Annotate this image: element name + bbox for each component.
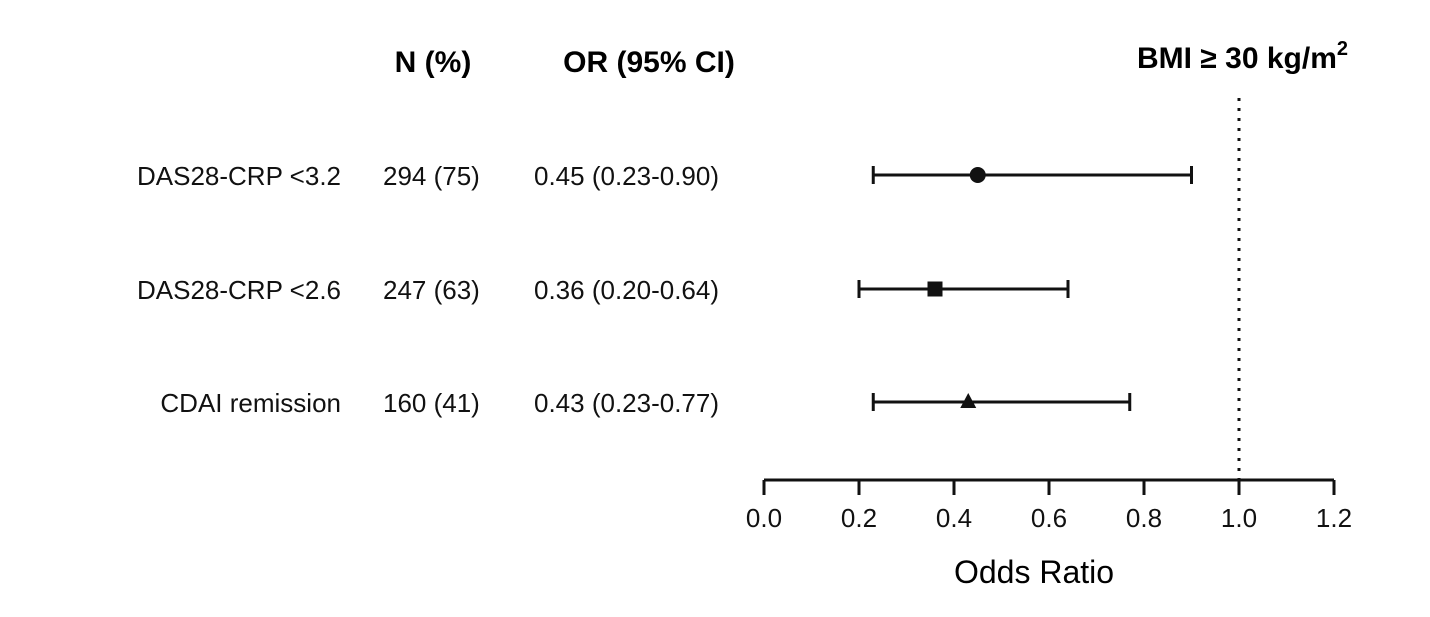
point-estimate-circle [969,167,986,183]
row-or-ci: 0.43 (0.23-0.77) [534,388,719,418]
row-n-percent: 160 (41) [383,388,480,418]
row-label: DAS28-CRP <2.6 [137,275,341,305]
column-header-n: N (%) [395,46,472,79]
chart-title-main: BMI ≥ 30 kg/m [1137,42,1337,75]
row-label: DAS28-CRP <3.2 [137,161,341,191]
point-estimate-square [927,281,943,297]
x-axis-label: Odds Ratio [954,554,1114,590]
row-or-ci: 0.45 (0.23-0.90) [534,161,719,191]
row-or-ci: 0.36 (0.20-0.64) [534,275,719,305]
column-header-or: OR (95% CI) [563,46,735,79]
x-tick-label: 0.6 [1031,503,1067,533]
plot-area: 0.0 0.2 0.4 0.6 0.8 1.0 1.2 [746,98,1352,533]
row-label: CDAI remission [160,388,341,418]
x-tick-label: 1.2 [1316,503,1352,533]
x-tick-label: 0.2 [841,503,877,533]
row-n-percent: 294 (75) [383,161,480,191]
x-tick-label: 0.8 [1126,503,1162,533]
row-n-percent: 247 (63) [383,275,480,305]
rows: DAS28-CRP <3.2 294 (75) 0.45 (0.23-0.90) DA… [137,161,719,418]
point-estimate-triangle [960,393,977,408]
chart-title: BMI ≥ 30 kg/m2 [1137,38,1348,75]
x-tick-label: 0.0 [746,503,782,533]
x-tick-label: 1.0 [1221,503,1257,533]
x-tick-label: 0.4 [936,503,972,533]
chart-title-superscript: 2 [1337,38,1348,60]
